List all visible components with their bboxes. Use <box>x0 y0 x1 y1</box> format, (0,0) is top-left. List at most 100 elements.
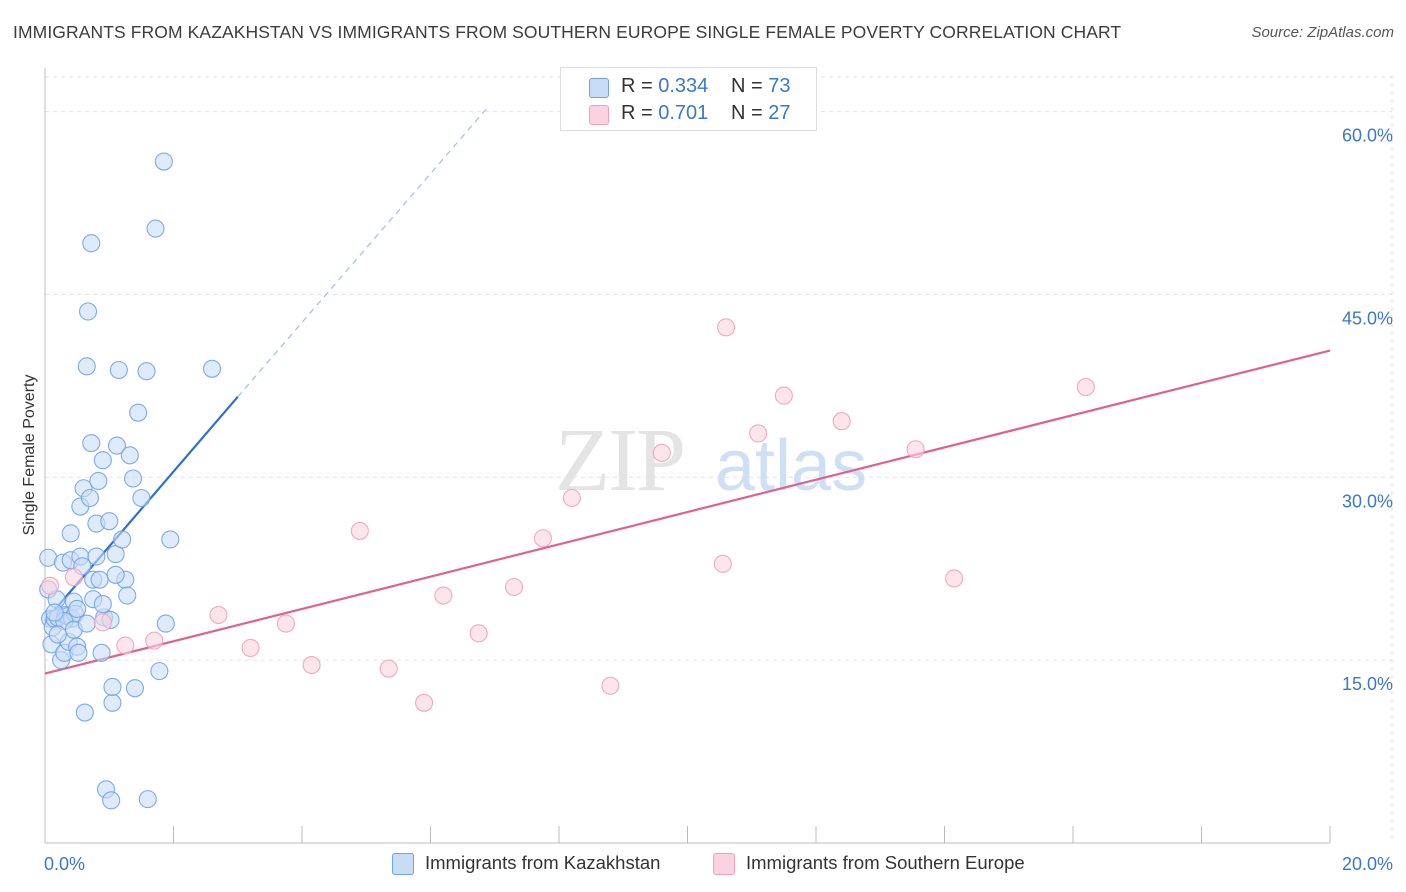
r-value: 0.334 <box>658 75 709 97</box>
legend-n: N = 73 <box>731 75 791 98</box>
point-southern-europe <box>1076 378 1095 397</box>
point-kazakhstan <box>129 403 148 422</box>
y-tick-label: 45.0% <box>1342 308 1393 328</box>
point-kazakhstan <box>109 360 128 380</box>
y-tick-label: 15.0% <box>1342 674 1393 694</box>
legend-swatch-kazakhstan <box>589 78 609 98</box>
point-kazakhstan <box>203 359 222 378</box>
point-southern-europe <box>774 386 793 405</box>
point-kazakhstan <box>48 625 67 644</box>
point-kazakhstan <box>107 436 127 455</box>
legend-n: N = 27 <box>731 102 791 125</box>
point-kazakhstan <box>93 451 112 470</box>
point-kazakhstan <box>77 357 96 376</box>
point-kazakhstan <box>150 662 169 681</box>
point-kazakhstan <box>137 362 156 381</box>
y-tick-label: 60.0% <box>1342 126 1393 146</box>
point-southern-europe <box>601 676 620 695</box>
point-southern-europe <box>652 443 671 462</box>
point-southern-europe <box>241 638 260 658</box>
point-kazakhstan <box>138 790 157 809</box>
point-kazakhstan <box>68 599 87 618</box>
watermark-atlas: atlas <box>715 426 867 506</box>
r-label: R = <box>621 102 653 124</box>
legend-r: R = 0.701 <box>621 102 708 125</box>
point-southern-europe <box>379 659 398 678</box>
trend-line-southern-europe <box>44 349 1331 675</box>
point-southern-europe <box>41 576 60 595</box>
point-kazakhstan <box>120 446 139 465</box>
point-kazakhstan <box>132 488 151 508</box>
point-kazakhstan <box>80 488 100 508</box>
point-kazakhstan <box>123 469 143 488</box>
point-kazakhstan <box>75 703 94 722</box>
point-southern-europe <box>945 569 964 588</box>
point-southern-europe <box>504 577 524 597</box>
n-label: N = <box>731 75 763 97</box>
r-value: 0.701 <box>658 102 709 124</box>
point-southern-europe <box>350 521 369 540</box>
point-kazakhstan <box>82 234 101 253</box>
legend-swatch-southern-europe <box>589 105 609 125</box>
point-kazakhstan <box>100 512 119 531</box>
source-credit: Source: ZipAtlas.com <box>1251 24 1394 41</box>
legend-row-kazakhstan: R = 0.334 N = 73 <box>561 75 816 103</box>
point-southern-europe <box>434 586 453 605</box>
trend-extension-kazakhstan <box>237 106 489 398</box>
point-southern-europe <box>93 613 112 632</box>
point-southern-europe <box>533 529 552 548</box>
point-kazakhstan <box>87 547 106 566</box>
point-kazakhstan <box>156 614 175 633</box>
legend-row-southern-europe: R = 0.701 N = 27 <box>561 102 816 130</box>
axes <box>44 68 1331 844</box>
point-kazakhstan <box>103 677 122 697</box>
point-southern-europe <box>832 412 851 431</box>
point-southern-europe <box>562 488 581 508</box>
tick-labels: 15.0% 30.0% 45.0% 60.0% 0.0% 20.0% <box>44 126 1393 874</box>
point-kazakhstan <box>78 302 98 321</box>
legend-r: R = 0.334 <box>621 75 708 98</box>
correlation-legend: R = 0.334 N = 73 R = 0.701 N = 27 <box>560 67 817 131</box>
legend-label-kazakhstan: Immigrants from Kazakhstan <box>425 852 661 873</box>
trend-lines <box>44 106 1331 675</box>
r-label: R = <box>621 75 653 97</box>
x-tick-label: 20.0% <box>1342 854 1393 874</box>
point-kazakhstan <box>82 434 101 453</box>
point-kazakhstan <box>146 219 165 238</box>
point-kazakhstan <box>77 614 96 633</box>
point-kazakhstan <box>103 693 122 712</box>
point-southern-europe <box>209 605 228 625</box>
point-kazakhstan <box>90 570 109 589</box>
y-tick-label: 30.0% <box>1342 491 1393 511</box>
point-kazakhstan <box>69 643 88 662</box>
point-southern-europe <box>469 624 488 643</box>
point-kazakhstan <box>102 791 121 810</box>
point-southern-europe <box>713 554 732 573</box>
point-southern-europe <box>716 318 736 337</box>
n-value: 27 <box>768 102 791 124</box>
point-southern-europe <box>64 568 83 587</box>
n-label: N = <box>731 102 763 124</box>
point-southern-europe <box>145 631 164 650</box>
point-kazakhstan <box>89 471 108 490</box>
legend-label-southern-europe: Immigrants from Southern Europe <box>746 852 1025 873</box>
point-kazakhstan <box>154 152 173 171</box>
point-southern-europe <box>116 636 135 655</box>
point-southern-europe <box>276 614 295 633</box>
point-kazakhstan <box>161 530 180 549</box>
n-value: 73 <box>768 75 791 97</box>
point-kazakhstan <box>45 603 64 622</box>
point-southern-europe <box>415 693 434 712</box>
point-southern-europe <box>302 655 321 675</box>
point-kazakhstan <box>61 524 80 543</box>
point-kazakhstan <box>106 565 125 584</box>
data-points <box>39 152 1095 810</box>
legend-swatch-southern-europe <box>713 853 735 875</box>
point-southern-europe <box>749 424 768 443</box>
point-kazakhstan <box>118 586 137 605</box>
point-kazakhstan <box>113 530 132 549</box>
grid-lines <box>45 75 1393 843</box>
chart-title: IMMIGRANTS FROM KAZAKHSTAN VS IMMIGRANTS… <box>13 22 1122 42</box>
point-kazakhstan <box>93 595 112 614</box>
